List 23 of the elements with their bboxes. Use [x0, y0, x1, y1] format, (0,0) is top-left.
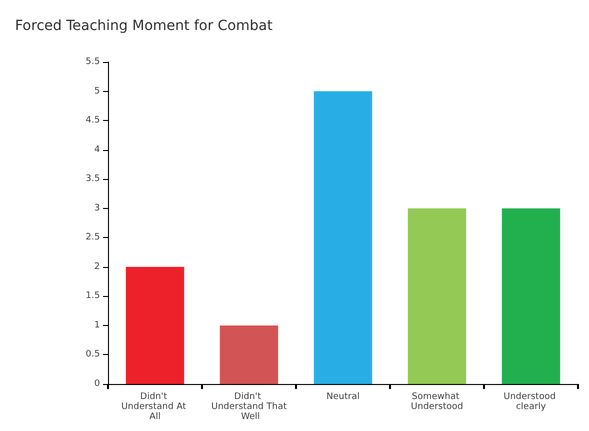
- y-tick-label: 0.5: [86, 350, 100, 360]
- y-tick-label: 5.5: [86, 57, 100, 67]
- bar: [126, 266, 184, 384]
- bar: [220, 325, 278, 384]
- y-tick-label: 4.5: [86, 116, 100, 126]
- x-tick-label: Neutral: [326, 392, 360, 402]
- x-tick-label: Somewhat Understood: [410, 392, 464, 412]
- y-tick-label: 2: [94, 262, 100, 272]
- y-tick-label: 0: [94, 379, 100, 389]
- y-tick-label: 2.5: [86, 232, 100, 243]
- bar: [314, 91, 372, 384]
- chart-title: Forced Teaching Moment for Combat: [15, 18, 274, 34]
- bar: [502, 208, 560, 384]
- x-tick-label: Didn't Understand At All: [121, 392, 189, 422]
- x-tick-label: Understood clearly: [503, 392, 559, 412]
- y-tick-label: 1: [94, 320, 100, 330]
- y-tick-label: 4: [94, 144, 100, 155]
- bar: [408, 208, 466, 384]
- y-tick-label: 5: [94, 86, 100, 96]
- y-tick-label: 3: [94, 203, 100, 214]
- y-tick-label: 3.5: [86, 174, 100, 184]
- y-tick-label: 1.5: [86, 291, 100, 302]
- x-tick-label: Didn't Understand That Well: [211, 392, 288, 422]
